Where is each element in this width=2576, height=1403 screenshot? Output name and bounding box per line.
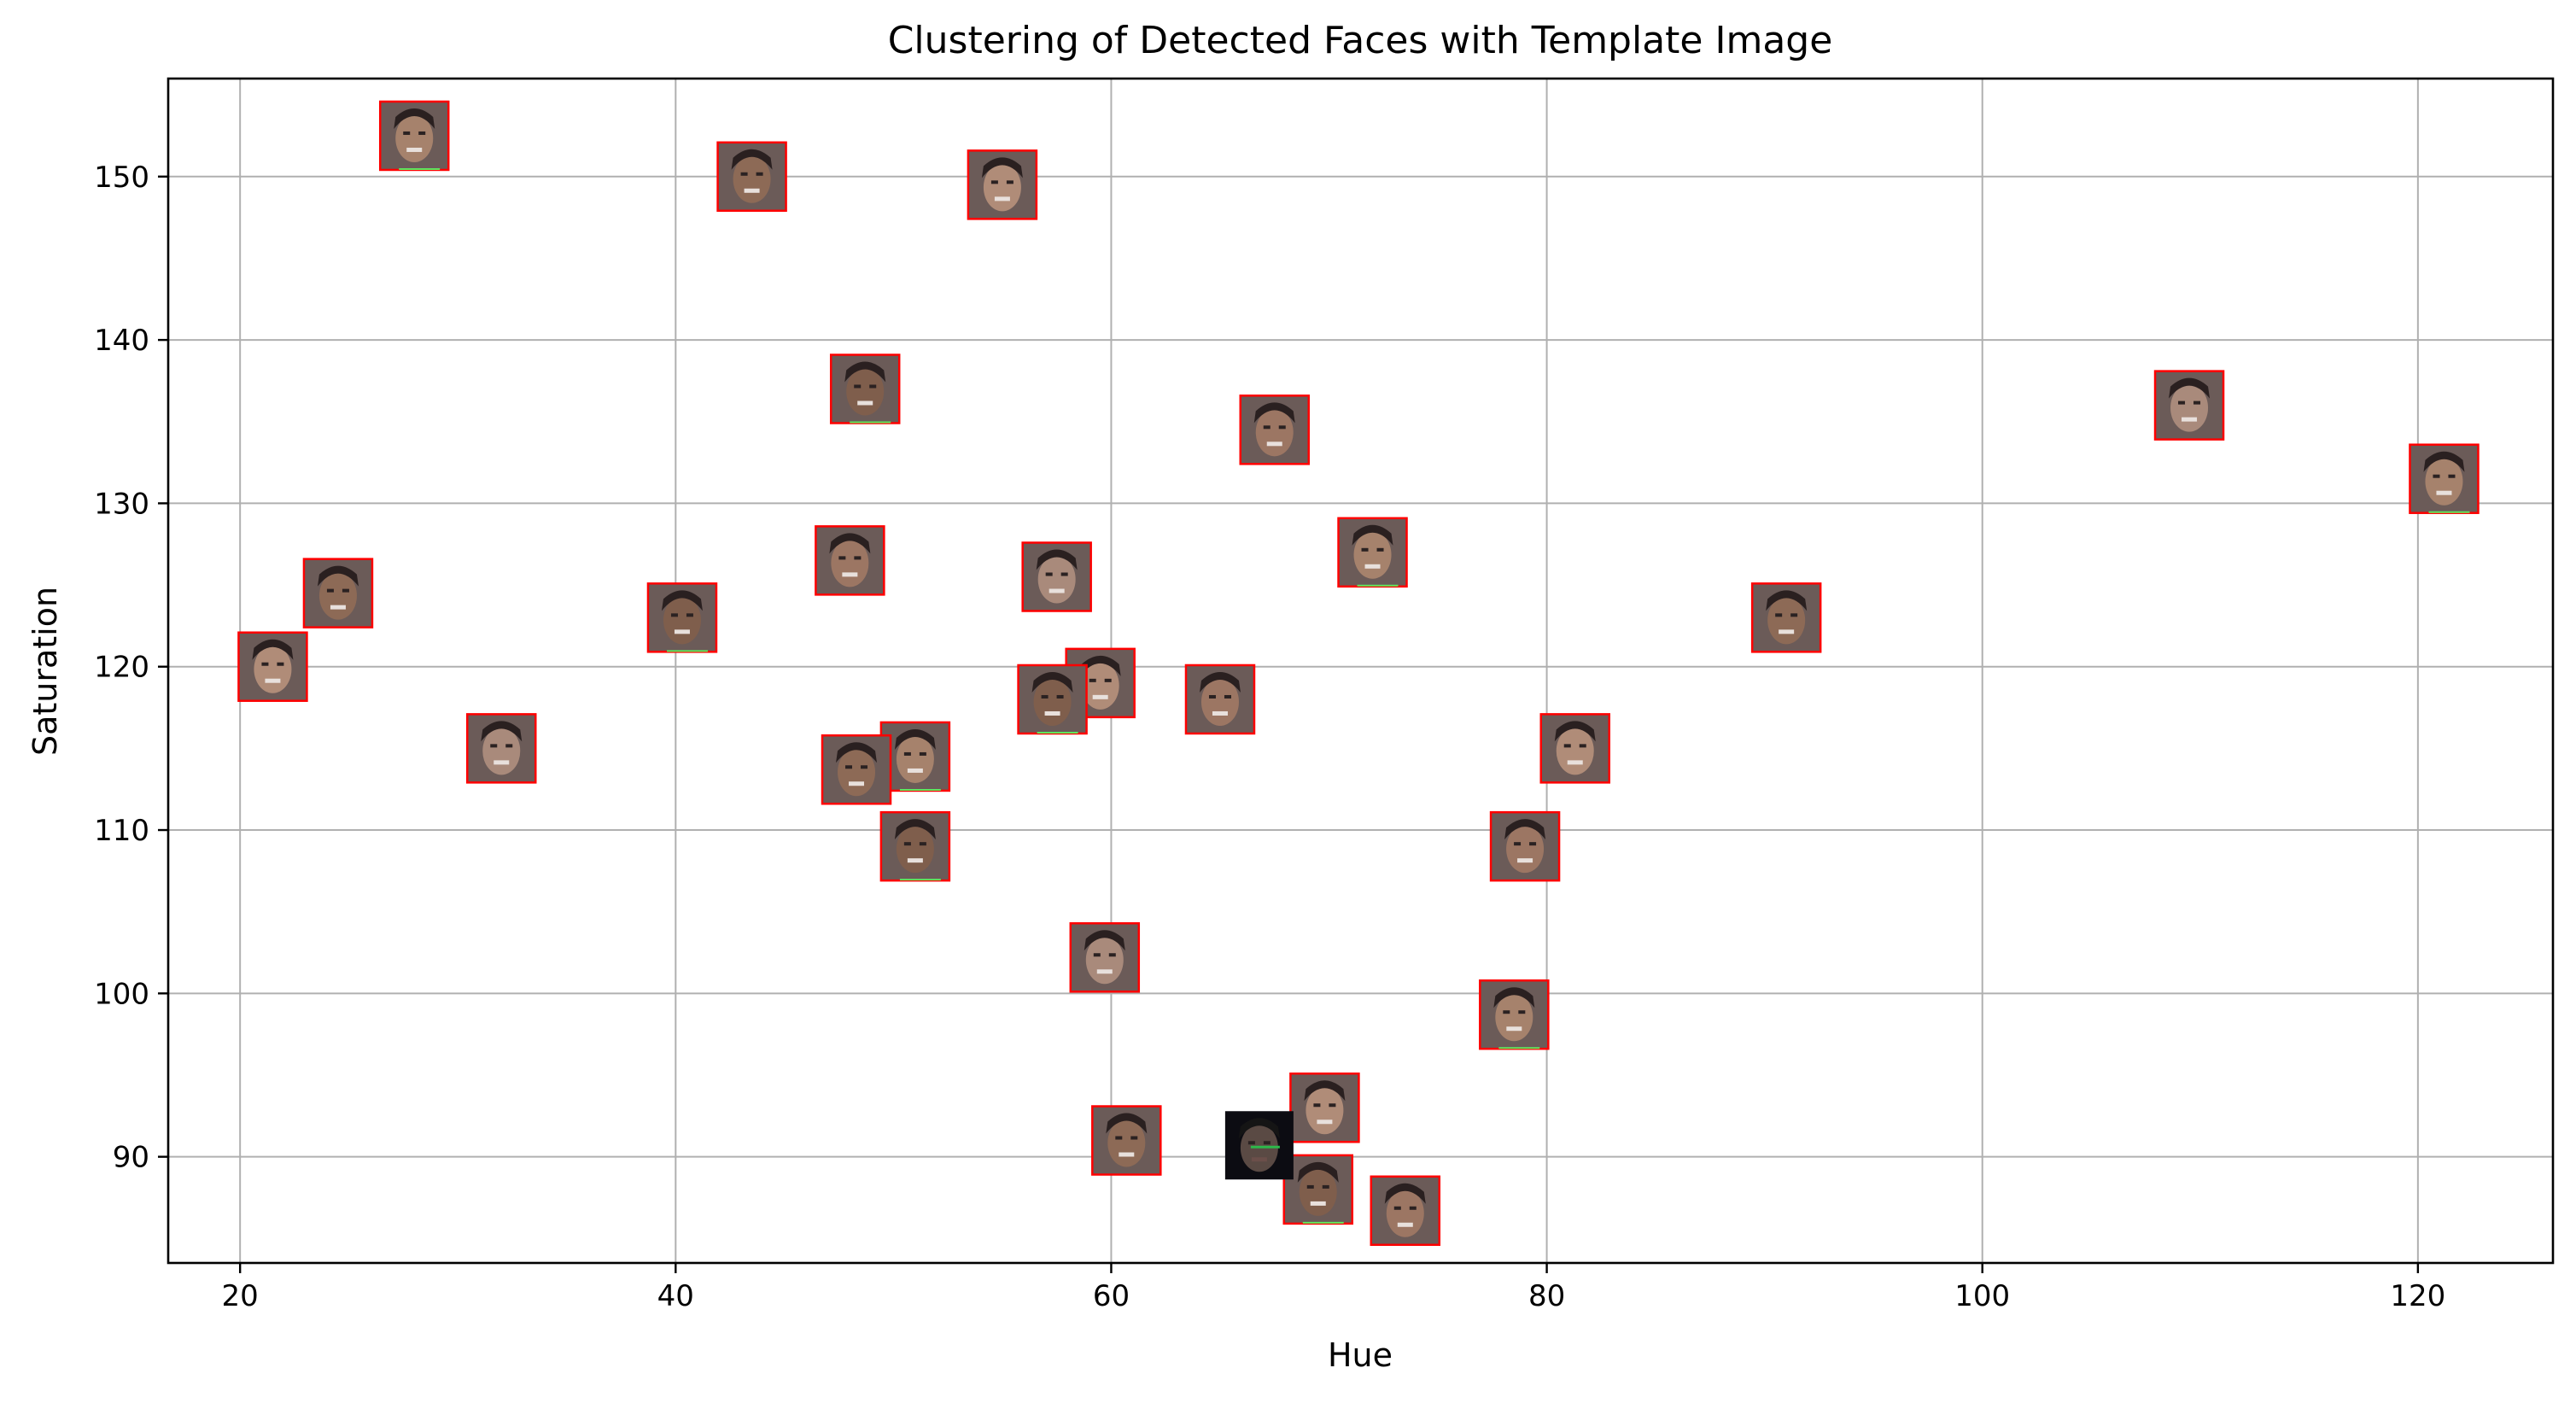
y-tick-label: 100 [94,977,149,1011]
face-thumbnail [829,354,901,424]
face-thumbnail [1489,810,1561,882]
face-thumbnail [815,525,885,596]
face-thumbnail [879,810,951,882]
y-tick-label: 110 [94,814,149,848]
face-thumbnail [1021,541,1092,612]
x-tick-label: 120 [2390,1279,2445,1313]
y-tick-label: 130 [94,487,149,521]
face-thumbnail [967,149,1038,220]
x-tick-label: 60 [1093,1279,1130,1313]
x-axis-label: Hue [1328,1336,1393,1374]
face-thumbnail [237,631,308,702]
x-tick-label: 100 [1954,1279,2010,1313]
face-thumbnail [466,713,537,784]
face-thumbnail [879,721,951,792]
face-thumbnail [1750,582,1822,653]
face-thumbnail [302,558,374,628]
face-thumbnail [2409,443,2480,514]
y-axis-label: Saturation [26,587,64,756]
face-thumbnail [1091,1105,1162,1176]
x-tick-label: 20 [222,1279,259,1313]
face-thumbnail [1239,395,1310,465]
chart-title: Clustering of Detected Faces with Templa… [888,19,1833,62]
template-face-thumbnail [1224,1111,1294,1180]
face-thumbnail [1370,1175,1441,1247]
axis-ticks: 20 40 60 80 100 120 90 100 110 120 130 140 150 [94,161,2445,1313]
face-thumbnail [1479,979,1550,1050]
face-thumbnail [716,141,787,213]
face-thumbnail [1184,664,1256,735]
face-thumbnail [2153,370,2225,441]
face-thumbnail [646,582,718,653]
data-points [237,100,2480,1247]
face-thumbnail [1539,713,1610,784]
face-thumbnail [821,734,892,805]
face-thumbnail [1017,664,1088,735]
y-tick-label: 120 [94,651,149,685]
face-thumbnail [1069,921,1141,993]
face-thumbnail [1289,1073,1360,1143]
y-tick-label: 150 [94,161,149,195]
face-thumbnail [1282,1154,1354,1225]
face-thumbnail [378,100,450,172]
x-tick-label: 40 [657,1279,694,1313]
x-tick-label: 80 [1528,1279,1565,1313]
y-tick-label: 90 [113,1141,149,1175]
plot-frame [166,77,2555,1265]
face-thumbnail [1337,517,1408,588]
y-tick-label: 140 [94,324,149,358]
